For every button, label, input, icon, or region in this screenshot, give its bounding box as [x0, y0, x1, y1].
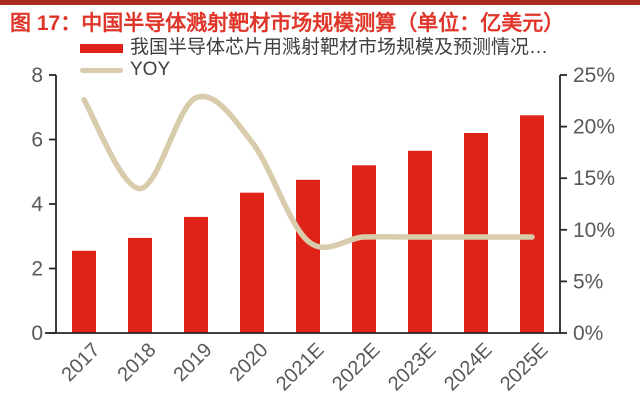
x-axis-label-2019: 2019: [170, 339, 217, 386]
right-axis-tick-label: 10%: [573, 219, 615, 242]
legend-label-market-size: 我国半导体芯片用溅射靶材市场规模及预测情况…: [130, 37, 549, 58]
x-axis-label-2022E: 2022E: [328, 339, 384, 395]
top-divider-line: [0, 0, 640, 5]
x-axis-label-2020: 2020: [226, 339, 273, 386]
right-axis-tick-label: 5%: [573, 270, 603, 293]
left-axis-tick-label: 4: [31, 193, 43, 216]
right-axis-tick-label: 20%: [573, 116, 615, 139]
bar-2019: [184, 216, 208, 333]
yoy-line: [81, 93, 535, 251]
bar-2022E: [352, 165, 376, 333]
x-axis-label-2023E: 2023E: [384, 339, 440, 395]
bar-2023E: [408, 150, 432, 333]
figure-title: 图 17：中国半导体溅射靶材市场规模测算（单位：亿美元）: [10, 12, 565, 35]
legend-item-market-size: 我国半导体芯片用溅射靶材市场规模及预测情况…: [80, 37, 548, 59]
x-axis-label-2021E: 2021E: [272, 339, 328, 395]
legend-item-yoy: YOY: [80, 59, 548, 81]
x-axis-label-2024E: 2024E: [440, 339, 496, 395]
bar-2025E: [520, 115, 544, 333]
right-axis-tick-label: 15%: [573, 167, 615, 190]
chart-legend: 我国半导体芯片用溅射靶材市场规模及预测情况… YOY: [80, 37, 548, 81]
bar-2021E: [296, 179, 320, 333]
left-axis-tick-label: 6: [31, 129, 43, 152]
x-axis-label-2025E: 2025E: [496, 339, 552, 395]
left-axis-tick-label: 8: [31, 64, 43, 87]
bar-2017: [72, 250, 96, 333]
left-axis-tick-label: 2: [31, 258, 43, 281]
line-series-swatch-icon: [80, 67, 123, 73]
x-axis-label-2017: 2017: [58, 339, 105, 386]
right-axis-tick-label: 25%: [573, 64, 615, 87]
bar-series-swatch-icon: [80, 43, 123, 53]
right-axis-tick-label: 0%: [573, 322, 603, 345]
bar-2018: [128, 237, 152, 333]
bar-2020: [240, 192, 264, 333]
x-axis-label-2018: 2018: [114, 339, 161, 386]
bar-2024E: [464, 133, 488, 333]
legend-label-yoy: YOY: [130, 59, 171, 80]
left-axis-tick-label: 0: [31, 322, 43, 345]
